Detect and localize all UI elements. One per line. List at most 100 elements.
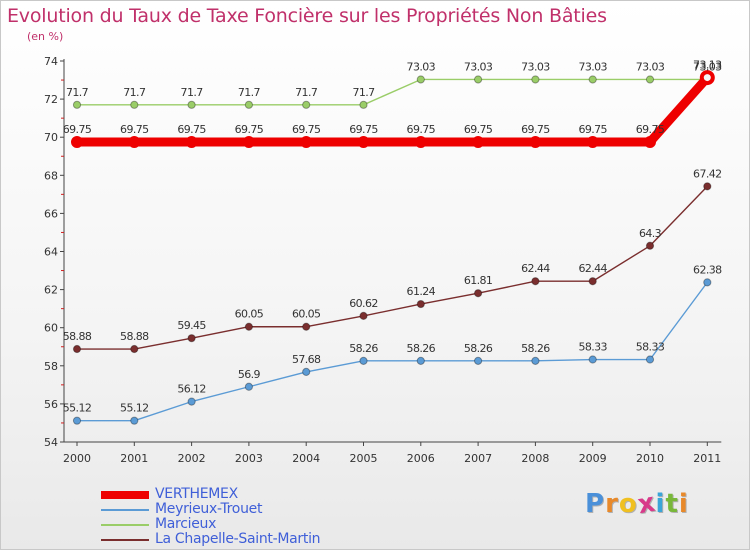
data-label: 73.13 bbox=[693, 59, 722, 72]
x-tick-label: 2011 bbox=[693, 452, 721, 465]
data-label: 62.44 bbox=[578, 262, 607, 275]
series-line-verthemex bbox=[72, 73, 712, 147]
legend-swatch bbox=[101, 538, 149, 541]
data-point bbox=[529, 135, 542, 148]
series-line-marcieux bbox=[76, 78, 708, 106]
logo-letter: i bbox=[678, 489, 689, 519]
data-label: 61.24 bbox=[407, 285, 436, 298]
data-label: 60.62 bbox=[349, 297, 378, 310]
data-point bbox=[244, 382, 253, 391]
data-point bbox=[474, 356, 483, 365]
data-label: 69.75 bbox=[120, 123, 149, 136]
data-label: 58.26 bbox=[521, 342, 550, 355]
x-tick-label: 2007 bbox=[464, 452, 492, 465]
y-tick-label: 64 bbox=[44, 246, 58, 259]
data-label: 67.42 bbox=[693, 167, 722, 180]
series-line-la-chapelle-saint-martin bbox=[76, 185, 708, 350]
data-label: 69.75 bbox=[292, 123, 321, 136]
y-tick-label: 74 bbox=[44, 55, 58, 68]
data-point bbox=[357, 135, 370, 148]
x-tick-label: 2009 bbox=[579, 452, 607, 465]
y-tick-label: 70 bbox=[44, 131, 58, 144]
data-label: 73.03 bbox=[636, 60, 665, 73]
y-tick-label: 68 bbox=[44, 169, 58, 182]
data-point bbox=[244, 322, 253, 331]
data-label: 64.3 bbox=[639, 227, 662, 240]
logo-letter: i bbox=[655, 489, 666, 519]
data-point bbox=[474, 289, 483, 298]
data-label: 58.33 bbox=[636, 341, 665, 354]
proxiti-logo: Proxiti bbox=[585, 488, 689, 521]
data-point bbox=[531, 277, 540, 286]
data-label: 60.05 bbox=[235, 308, 264, 321]
legend-label: Meyrieux-Trouet bbox=[155, 501, 263, 517]
data-label: 71.7 bbox=[66, 86, 89, 99]
legend-swatch bbox=[101, 508, 149, 511]
data-point bbox=[586, 135, 599, 148]
logo-letter: t bbox=[665, 489, 679, 519]
data-point bbox=[72, 416, 82, 425]
logo-letter: r bbox=[605, 489, 619, 519]
data-point bbox=[302, 100, 311, 109]
data-point bbox=[588, 277, 597, 286]
legend-label: La Chapelle-Saint-Martin bbox=[155, 531, 321, 547]
data-point bbox=[474, 75, 483, 84]
data-label: 69.75 bbox=[63, 123, 92, 136]
data-label: 62.38 bbox=[693, 263, 722, 276]
data-label: 56.9 bbox=[238, 368, 261, 381]
data-label: 71.7 bbox=[238, 86, 261, 99]
y-tick-label: 54 bbox=[44, 436, 58, 449]
data-label: 69.75 bbox=[636, 123, 665, 136]
data-point bbox=[645, 241, 655, 250]
data-point bbox=[359, 356, 368, 365]
data-point bbox=[703, 278, 712, 287]
data-point bbox=[130, 344, 139, 354]
data-point bbox=[72, 100, 82, 109]
x-tick-label: 2005 bbox=[350, 452, 378, 465]
data-label: 73.03 bbox=[407, 60, 436, 73]
logo-letter: o bbox=[618, 489, 638, 519]
data-label: 73.03 bbox=[693, 60, 722, 73]
data-point bbox=[128, 135, 141, 148]
legend-label: VERTHEMEX bbox=[155, 486, 238, 502]
data-label: 73.03 bbox=[464, 60, 493, 73]
x-tick-label: 2000 bbox=[63, 452, 91, 465]
x-tick-label: 2001 bbox=[120, 452, 148, 465]
data-label: 71.7 bbox=[295, 86, 318, 99]
x-tick-label: 2004 bbox=[292, 452, 320, 465]
data-label: 69.75 bbox=[521, 123, 550, 136]
y-tick-label: 60 bbox=[44, 322, 58, 335]
data-point bbox=[645, 355, 655, 364]
data-point bbox=[242, 135, 255, 148]
x-tick-label: 2010 bbox=[636, 452, 664, 465]
data-label: 71.7 bbox=[181, 86, 204, 99]
data-label: 71.7 bbox=[123, 86, 146, 99]
data-point bbox=[416, 356, 425, 365]
chart-title: Evolution du Taux de Taxe Foncière sur l… bbox=[7, 5, 607, 27]
legend-swatch bbox=[101, 523, 149, 526]
data-point bbox=[130, 100, 139, 109]
data-point-highlight bbox=[703, 74, 711, 82]
data-point bbox=[472, 135, 485, 148]
data-label: 60.05 bbox=[292, 308, 321, 321]
data-point bbox=[300, 135, 313, 148]
y-tick-label: 58 bbox=[44, 360, 58, 373]
data-label: 56.12 bbox=[177, 383, 206, 396]
data-label: 69.75 bbox=[407, 123, 436, 136]
data-point bbox=[703, 182, 712, 191]
y-tick-label: 72 bbox=[44, 93, 58, 106]
data-label: 69.75 bbox=[349, 123, 378, 136]
data-label: 58.26 bbox=[349, 342, 378, 355]
data-point bbox=[185, 135, 198, 148]
x-tick-label: 2002 bbox=[178, 452, 206, 465]
x-tick-label: 2003 bbox=[235, 452, 263, 465]
chart-series bbox=[71, 70, 715, 425]
data-label: 57.68 bbox=[292, 353, 321, 366]
data-label: 69.75 bbox=[177, 123, 206, 136]
data-point bbox=[644, 135, 656, 148]
data-point bbox=[531, 75, 540, 84]
series-line-meyrieux-trouet bbox=[76, 281, 708, 422]
chart-axes: 54 56 58 60 62 64 66 68 70 72 74 2000 2001 2002 2003 20… bbox=[44, 55, 722, 465]
